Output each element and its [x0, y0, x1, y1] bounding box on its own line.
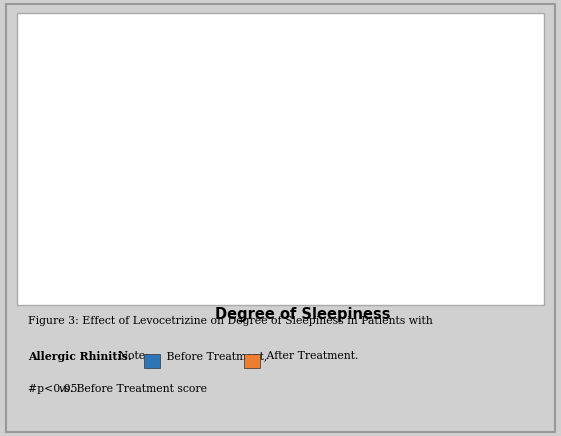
- Text: #p<0.05: #p<0.05: [28, 384, 81, 394]
- Text: Before Treatment score: Before Treatment score: [73, 384, 208, 394]
- Text: vs.: vs.: [59, 384, 74, 394]
- Bar: [406, 112, 462, 283]
- Text: Note:: Note:: [115, 351, 152, 361]
- Bar: [247, 199, 303, 283]
- Text: Figure 3: Effect of Levocetrizine on Degree of Sleepiness in Patients with: Figure 3: Effect of Levocetrizine on Deg…: [28, 316, 433, 326]
- Text: #: #: [482, 55, 497, 74]
- Text: Before Treatment,: Before Treatment,: [163, 351, 270, 361]
- X-axis label: Degree of Sleepiness: Degree of Sleepiness: [215, 307, 390, 322]
- Bar: [303, 198, 358, 283]
- Text: After Treatment.: After Treatment.: [263, 351, 358, 361]
- Text: Allergic Rhinitis.: Allergic Rhinitis.: [28, 351, 132, 362]
- Bar: [144, 226, 200, 283]
- Bar: [89, 221, 144, 283]
- Y-axis label: Mean Score: Mean Score: [35, 118, 48, 196]
- Bar: [462, 89, 517, 283]
